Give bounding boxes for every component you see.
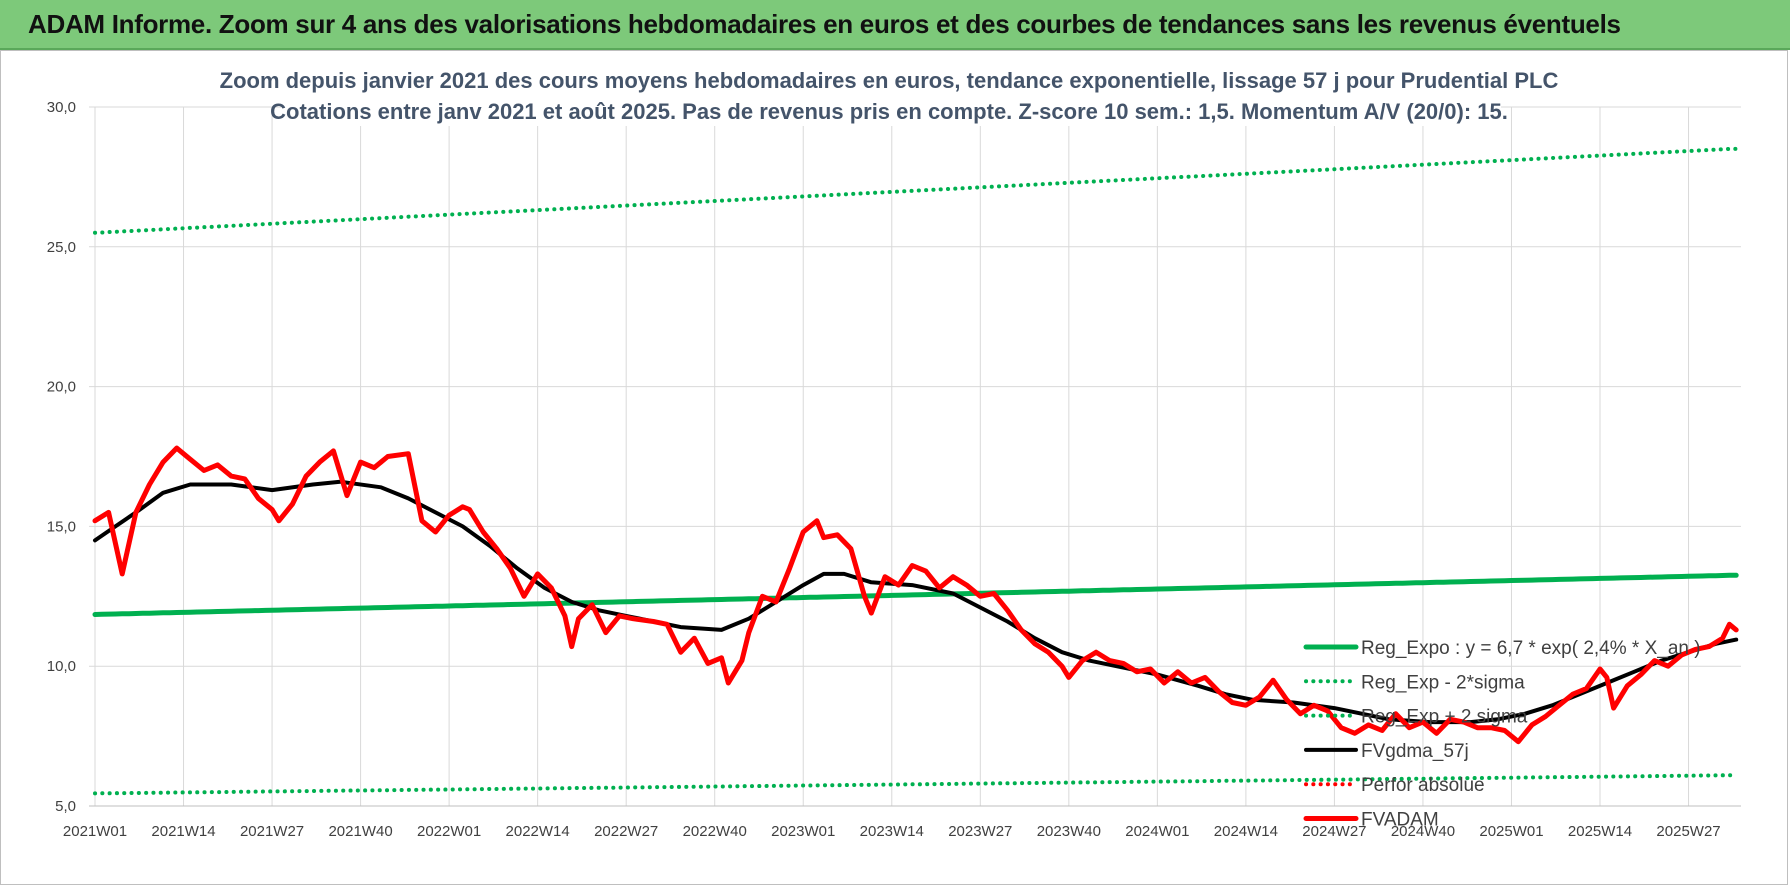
series-line-0 [92, 572, 1739, 617]
series-line-5 [92, 445, 1739, 745]
y-tick-label: 5,0 [55, 798, 76, 815]
y-tick-label: 25,0 [47, 239, 76, 256]
x-tick-label: 2021W27 [240, 823, 304, 840]
x-tick-label: 2022W27 [594, 823, 658, 840]
chart-title-line-2: Cotations entre janv 2021 et août 2025. … [270, 99, 1508, 124]
x-tick-label: 2023W14 [860, 823, 924, 840]
x-tick-label: 2022W14 [506, 823, 570, 840]
series-line-1 [93, 773, 1739, 796]
x-tick-label: 2024W27 [1302, 823, 1366, 840]
chart-title: Zoom depuis janvier 2021 des cours moyen… [220, 61, 1559, 126]
series-layer [92, 146, 1739, 796]
x-tick-label: 2025W27 [1656, 823, 1720, 840]
page-title: ADAM Informe. Zoom sur 4 ans des valoris… [28, 9, 1621, 39]
legend-label-3: FVgdma_57j [1361, 741, 1469, 762]
legend-label-4: Perfor absolue [1361, 775, 1485, 796]
x-tick-label: 2023W01 [771, 823, 835, 840]
series-line-2 [93, 146, 1739, 235]
x-tick-label: 2022W01 [417, 823, 481, 840]
x-tick-label: 2021W01 [63, 823, 127, 840]
axis-labels: 5,0 10,0 15,0 20,0 25,0 30,0 2021W01 2021W14 202… [47, 99, 1721, 840]
y-tick-label: 20,0 [47, 379, 76, 396]
x-tick-label: 2023W27 [948, 823, 1012, 840]
chart-frame: Zoom depuis janvier 2021 des cours moyen… [0, 50, 1788, 885]
y-tick-label: 30,0 [47, 99, 76, 116]
x-tick-label: 2022W40 [683, 823, 747, 840]
chart: Zoom depuis janvier 2021 des cours moyen… [47, 61, 1741, 840]
y-tick-label: 15,0 [47, 518, 76, 535]
legend-label-0: Reg_Expo : y = 6,7 * exp( 2,4% * X_an ) [1361, 638, 1701, 659]
x-tick-label: 2021W14 [151, 823, 215, 840]
legend-label-1: Reg_Exp - 2*sigma [1361, 672, 1525, 693]
x-tick-label: 2023W40 [1037, 823, 1101, 840]
legend-label-2: Reg_Exp + 2 sigma [1361, 707, 1528, 728]
chart-title-line-1: Zoom depuis janvier 2021 des cours moyen… [220, 68, 1559, 93]
y-tick-label: 10,0 [47, 658, 76, 675]
legend: Reg_Expo : y = 6,7 * exp( 2,4% * X_an ) R… [1303, 638, 1701, 831]
x-tick-label: 2021W40 [328, 823, 392, 840]
legend-label-5: FVADAM [1361, 810, 1439, 831]
x-tick-label: 2025W14 [1568, 823, 1632, 840]
x-tick-label: 2024W01 [1125, 823, 1189, 840]
header-banner: ADAM Informe. Zoom sur 4 ans des valoris… [0, 0, 1790, 50]
x-tick-label: 2024W14 [1214, 823, 1278, 840]
x-tick-label: 2025W01 [1479, 823, 1543, 840]
chart-title-background [281, 61, 1501, 126]
x-tick-label: 2024W40 [1391, 823, 1455, 840]
